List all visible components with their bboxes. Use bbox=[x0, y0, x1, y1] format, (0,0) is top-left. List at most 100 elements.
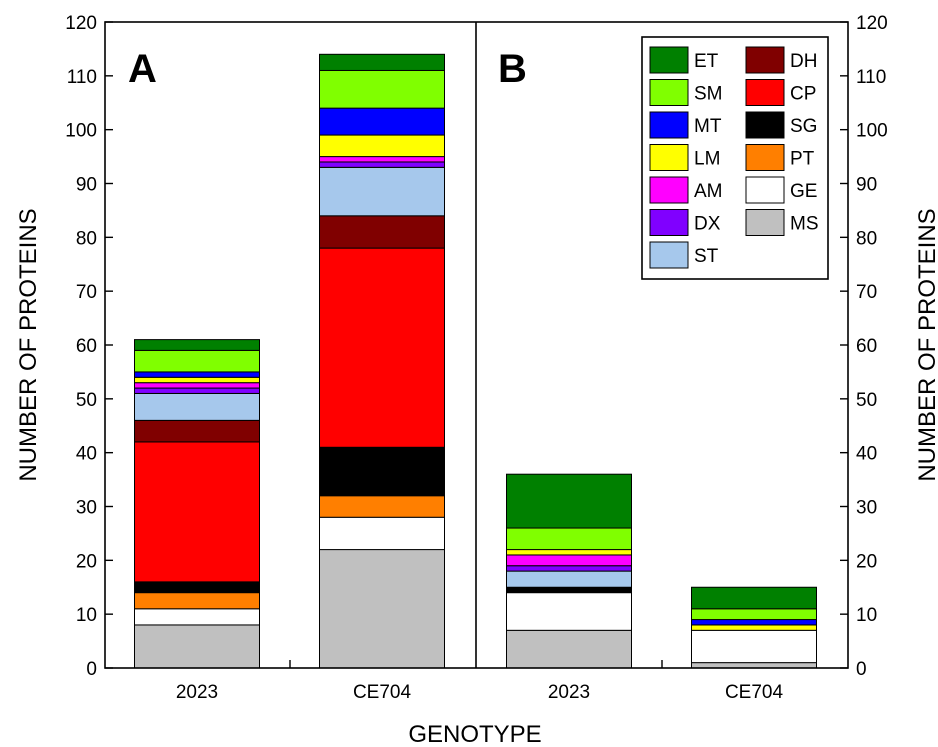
y-tick-label-left: 50 bbox=[76, 390, 97, 411]
y-tick-label-left: 80 bbox=[76, 228, 97, 249]
x-tick-label: 2023 bbox=[548, 682, 590, 703]
legend-label-ge: GE bbox=[790, 181, 817, 202]
bar-segment-ge bbox=[691, 629, 817, 664]
bar-segment-cp bbox=[134, 441, 260, 583]
legend-label-lm: LM bbox=[694, 149, 720, 170]
legend-label-am: AM bbox=[694, 181, 723, 202]
y-tick-label-left: 40 bbox=[76, 444, 97, 465]
bar-segment-ge bbox=[319, 516, 445, 551]
y-tick-label-right: 90 bbox=[856, 175, 877, 196]
bar-segment-mt bbox=[319, 107, 445, 136]
bar-segment-sm bbox=[691, 608, 817, 621]
legend-label-dh: DH bbox=[790, 51, 817, 72]
legend-swatch-sg bbox=[745, 111, 785, 139]
bar-segment-sg bbox=[506, 586, 632, 594]
y-tick-label-right: 110 bbox=[856, 67, 886, 88]
legend-label-mt: MT bbox=[694, 116, 722, 137]
x-tick-label: CE704 bbox=[725, 682, 784, 703]
y-axis-title-right: NUMBER OF PROTEINS bbox=[914, 208, 938, 481]
y-tick-label-right: 30 bbox=[856, 498, 877, 519]
bar-segment-dh bbox=[134, 419, 260, 443]
legend-label-sm: SM bbox=[694, 84, 723, 105]
legend-label-sg: SG bbox=[790, 116, 817, 137]
bar-segment-st bbox=[134, 392, 260, 421]
legend-swatch-am bbox=[649, 176, 689, 204]
bar-segment-pt bbox=[134, 592, 260, 610]
y-tick-label-right: 40 bbox=[856, 444, 877, 465]
bar-segment-sm bbox=[134, 349, 260, 373]
bar-segment-ms bbox=[691, 662, 817, 669]
panel-b bbox=[506, 473, 817, 669]
x-tick-label: CE704 bbox=[353, 682, 412, 703]
axes: 0 0 10 10 20 20 30 30 40 40 50 50 60 60 70 70 80 80 90 90 10… bbox=[65, 13, 887, 703]
panel-label-b: B bbox=[498, 47, 527, 91]
bar-segment-am bbox=[319, 156, 445, 163]
legend-swatch-ms bbox=[745, 209, 785, 236]
y-tick-label-right: 20 bbox=[856, 551, 877, 572]
legend-label-et: ET bbox=[694, 51, 719, 72]
bar-segment-ms bbox=[319, 549, 445, 669]
bar-segment-lm bbox=[319, 134, 445, 158]
legend-label-ms: MS bbox=[790, 214, 819, 235]
legend-swatch-et bbox=[649, 46, 689, 74]
y-tick-label-left: 110 bbox=[67, 67, 97, 88]
bar-segment-lm bbox=[506, 549, 632, 556]
bar-segment-lm bbox=[691, 624, 817, 631]
legend: ET SM MT LM AM DX ST DH CP SG PT GE MS bbox=[641, 36, 829, 280]
bar-segment-mt bbox=[691, 619, 817, 626]
y-tick-label-right: 120 bbox=[856, 13, 888, 34]
bar-segment-dx bbox=[134, 387, 260, 394]
legend-label-pt: PT bbox=[790, 149, 815, 170]
bar-segment-et bbox=[691, 586, 817, 610]
legend-swatch-lm bbox=[649, 144, 689, 171]
legend-swatch-dx bbox=[649, 209, 689, 236]
y-tick-label-left: 90 bbox=[76, 175, 97, 196]
y-tick-label-right: 70 bbox=[856, 282, 877, 303]
y-tick-label-left: 70 bbox=[76, 282, 97, 303]
legend-label-dx: DX bbox=[694, 214, 721, 235]
bar-segment-ge bbox=[134, 608, 260, 626]
y-tick-label-left: 120 bbox=[65, 13, 97, 34]
bar-segment-mt bbox=[134, 371, 260, 378]
bar-segment-ms bbox=[134, 624, 260, 669]
bar-segment-et bbox=[134, 339, 260, 351]
panel-label-a: A bbox=[128, 47, 157, 91]
legend-swatch-dh bbox=[745, 46, 785, 74]
panel-a bbox=[134, 53, 445, 669]
bar-segment-dx bbox=[319, 161, 445, 168]
bar-segment-et bbox=[319, 53, 445, 71]
bar-segment-ge bbox=[506, 592, 632, 631]
legend-label-st: ST bbox=[694, 246, 719, 267]
bar-segment-sg bbox=[134, 581, 260, 594]
legend-swatch-cp bbox=[745, 79, 785, 106]
legend-label-cp: CP bbox=[790, 84, 816, 105]
bar-segment-sg bbox=[319, 446, 445, 497]
bar-segment-dx bbox=[506, 565, 632, 572]
bar-segment-sm bbox=[506, 527, 632, 551]
y-tick-label-right: 80 bbox=[856, 228, 877, 249]
x-tick-label: 2023 bbox=[176, 682, 218, 703]
y-tick-label-right: 10 bbox=[856, 605, 877, 626]
y-tick-label-right: 50 bbox=[856, 390, 877, 411]
y-tick-label-left: 10 bbox=[76, 605, 97, 626]
bar-segment-am bbox=[506, 554, 632, 567]
y-tick-label-right: 0 bbox=[856, 659, 867, 680]
y-tick-label-right: 60 bbox=[856, 336, 877, 357]
bar-segment-st bbox=[319, 166, 445, 217]
x-axis-title: GENOTYPE bbox=[408, 721, 541, 747]
bar-segment-pt bbox=[319, 495, 445, 518]
bar-segment-sm bbox=[319, 69, 445, 109]
y-tick-label-right: 100 bbox=[856, 121, 888, 142]
y-tick-label-left: 30 bbox=[76, 498, 97, 519]
legend-swatch-mt bbox=[649, 111, 689, 139]
legend-swatch-sm bbox=[649, 79, 689, 106]
legend-swatch-ge bbox=[745, 176, 785, 204]
y-tick-label-left: 60 bbox=[76, 336, 97, 357]
bar-segment-dh bbox=[319, 215, 445, 249]
legend-swatch-pt bbox=[745, 144, 785, 171]
bar-segment-am bbox=[134, 382, 260, 389]
y-tick-label-left: 0 bbox=[86, 659, 97, 680]
bar-segment-et bbox=[506, 473, 632, 529]
chart-panels bbox=[134, 53, 817, 669]
